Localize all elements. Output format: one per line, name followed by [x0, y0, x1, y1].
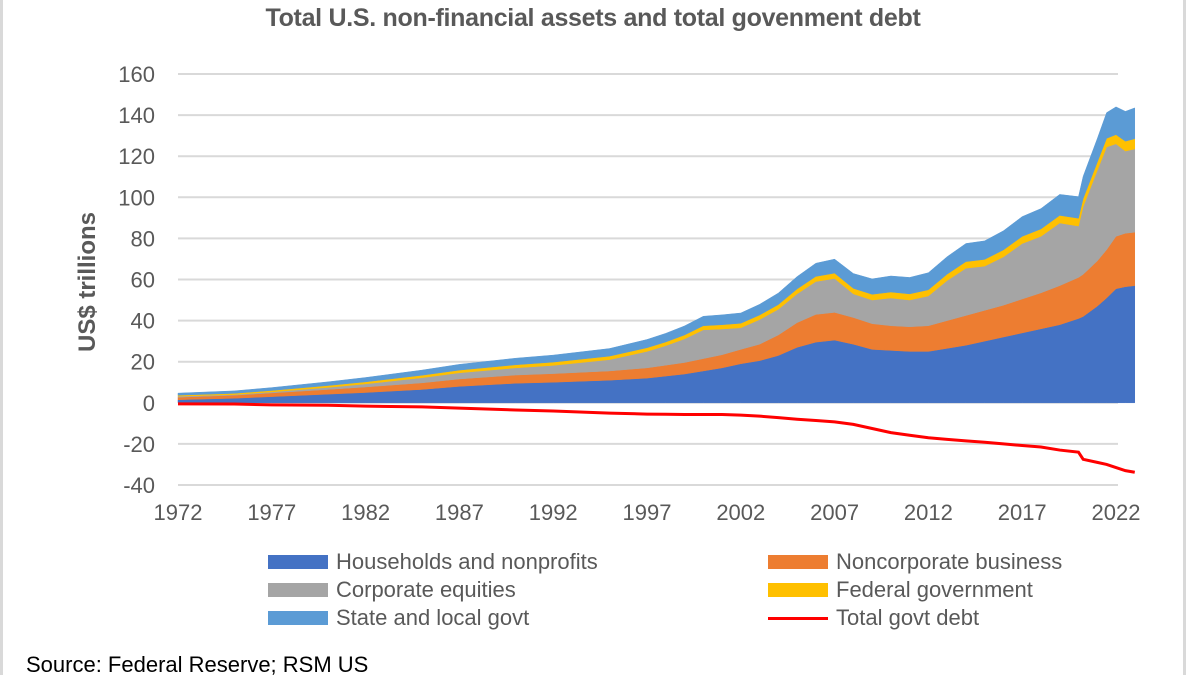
legend-swatch-state-local — [268, 611, 328, 625]
area-state-local — [177, 106, 1136, 396]
y-tick-labels: 160 140 120 100 80 60 40 20 0 -20 -40 — [118, 62, 155, 498]
source-note: Source: Federal Reserve; RSM US — [26, 652, 369, 677]
stacked-areas — [177, 106, 1136, 404]
legend-swatch-households — [268, 555, 328, 569]
legend-swatch-federal — [768, 583, 828, 597]
y-tick-label: 20 — [131, 350, 155, 375]
x-tick-label: 2012 — [904, 500, 953, 525]
legend-item-federal: Federal government — [768, 577, 1033, 603]
y-tick-label: 0 — [143, 391, 155, 416]
line-total-govt-debt — [177, 402, 1136, 474]
x-tick-label: 2007 — [810, 500, 859, 525]
legend-item-state-local: State and local govt — [268, 605, 529, 631]
x-tick-label: 2002 — [716, 500, 765, 525]
chart-title: Total U.S. non-financial assets and tota… — [265, 4, 921, 32]
x-tick-labels: 1972 1977 1982 1987 1992 1997 2002 2007 2012 2017… — [154, 500, 1141, 525]
legend-label-govt-debt: Total govt debt — [836, 605, 980, 630]
x-tick-label: 2017 — [998, 500, 1047, 525]
legend-item-noncorporate: Noncorporate business — [768, 549, 1062, 575]
legend-item-households: Households and nonprofits — [268, 549, 598, 575]
legend-item-govt-debt: Total govt debt — [768, 605, 979, 631]
x-tick-label: 1972 — [154, 500, 203, 525]
x-tick-label: 1977 — [247, 500, 296, 525]
debt-line — [177, 402, 1136, 474]
y-tick-label: 80 — [131, 226, 155, 251]
y-tick-label: 100 — [118, 185, 155, 210]
legend-swatch-noncorporate — [768, 555, 828, 569]
legend-item-equities: Corporate equities — [268, 577, 516, 603]
y-tick-label: 40 — [131, 309, 155, 334]
y-tick-label: -20 — [123, 432, 155, 457]
y-tick-label: 140 — [118, 103, 155, 128]
x-tick-label: 1997 — [623, 500, 672, 525]
x-tick-label: 1987 — [435, 500, 484, 525]
legend-swatch-equities — [268, 583, 328, 597]
legend-label-state-local: State and local govt — [336, 605, 530, 630]
x-tick-label: 2022 — [1092, 500, 1141, 525]
legend-label-federal: Federal government — [836, 577, 1033, 602]
legend-label-equities: Corporate equities — [336, 577, 516, 602]
x-tick-label: 1982 — [341, 500, 390, 525]
legend-label-households: Households and nonprofits — [336, 549, 598, 574]
y-tick-label: 60 — [131, 268, 155, 293]
legend-label-noncorporate: Noncorporate business — [836, 549, 1063, 574]
frame-left-border — [0, 0, 3, 675]
frame-right-border — [1183, 0, 1186, 675]
y-tick-label: 160 — [118, 62, 155, 87]
legend-swatch-govt-debt — [768, 616, 828, 620]
y-tick-label: -40 — [123, 473, 155, 498]
x-tick-label: 1992 — [529, 500, 578, 525]
y-tick-label: 120 — [118, 144, 155, 169]
